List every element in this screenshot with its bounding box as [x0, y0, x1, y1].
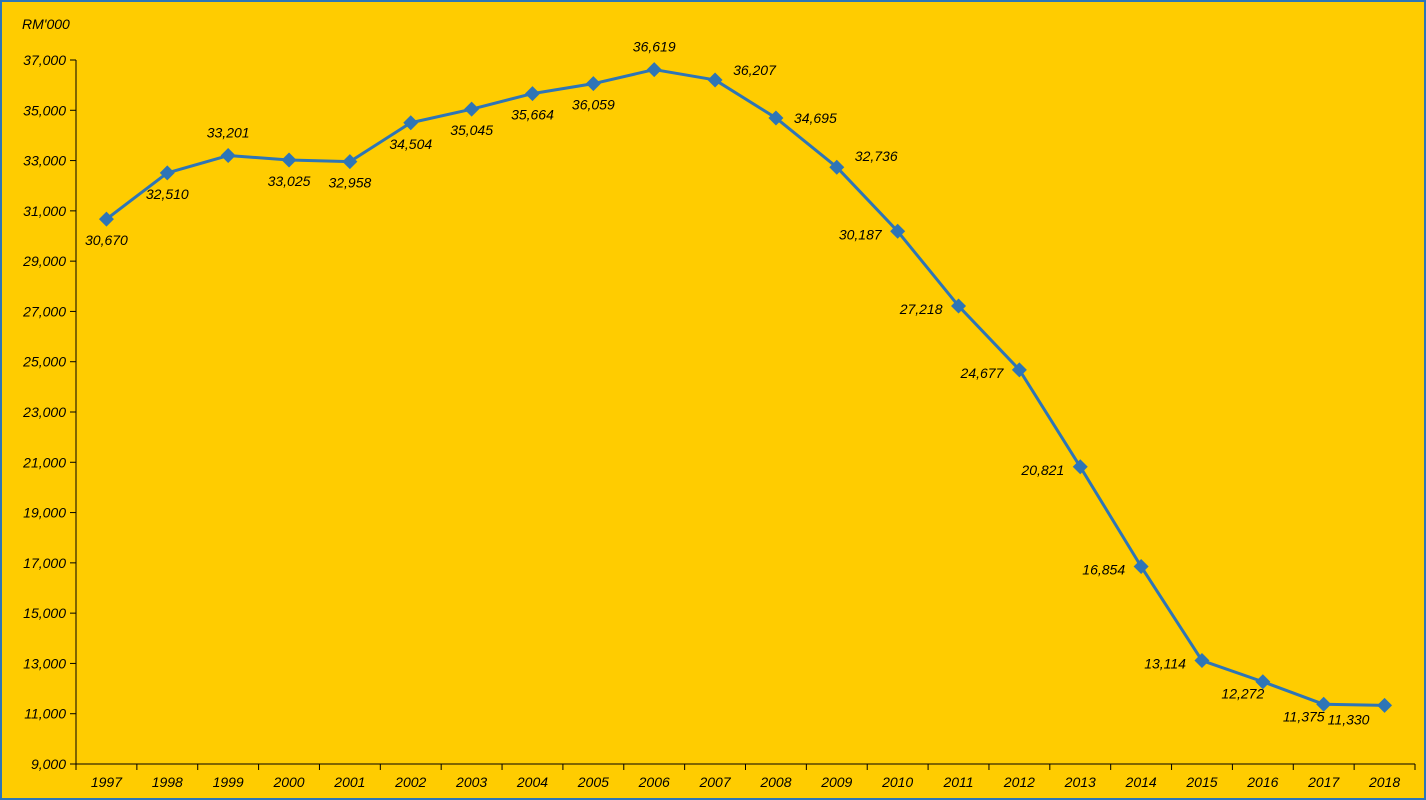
data-label: 27,218 — [899, 301, 943, 317]
x-tick-label: 2000 — [272, 774, 304, 790]
data-label: 12,272 — [1221, 686, 1264, 702]
data-label: 24,677 — [960, 365, 1005, 381]
data-point-marker — [342, 154, 358, 170]
data-point-marker — [1011, 362, 1027, 378]
x-tick-label: 2015 — [1185, 774, 1217, 790]
data-point-marker — [585, 76, 601, 92]
x-tick-label: 2003 — [455, 774, 487, 790]
y-tick-label: 31,000 — [23, 203, 66, 219]
data-label: 33,025 — [268, 173, 311, 189]
plot-area: 30,670 32,510 33,201 33,025 32,958 34,504 35,0… — [85, 39, 1393, 727]
data-point-marker — [464, 101, 480, 117]
data-point-marker — [829, 159, 845, 175]
y-tick-label: 33,000 — [23, 153, 66, 169]
y-tick-label: 35,000 — [23, 102, 66, 118]
y-tick-label: 19,000 — [23, 505, 66, 521]
x-tick-label: 2014 — [1125, 774, 1157, 790]
data-point-marker — [890, 223, 906, 239]
data-label: 20,821 — [1020, 462, 1064, 478]
data-point-marker — [159, 165, 175, 181]
axes: 9,000 11,000 13,000 15,000 17,000 19,000 21,00… — [22, 52, 1416, 790]
data-point-marker — [98, 211, 114, 227]
y-tick-label: 9,000 — [31, 756, 66, 772]
x-tick-label: 2018 — [1368, 774, 1400, 790]
data-point-marker — [220, 148, 236, 164]
x-tick-label: 2008 — [759, 774, 791, 790]
data-label: 34,504 — [389, 136, 432, 152]
x-tick-label: 2009 — [820, 774, 852, 790]
y-tick-label: 27,000 — [22, 303, 66, 319]
y-tick-label: 13,000 — [23, 655, 66, 671]
y-tick-label: 29,000 — [22, 253, 66, 269]
y-tick-label: 23,000 — [22, 404, 66, 420]
data-point-marker — [403, 115, 419, 131]
x-tick-label: 2017 — [1307, 774, 1340, 790]
y-tick-label: 21,000 — [22, 454, 66, 470]
x-tick-label: 2010 — [881, 774, 913, 790]
data-point-marker — [1072, 459, 1088, 475]
data-label: 36,059 — [572, 97, 615, 113]
data-label: 32,510 — [146, 186, 189, 202]
y-tick-label: 15,000 — [23, 605, 66, 621]
data-label: 30,187 — [839, 226, 883, 242]
y-tick-label: 25,000 — [22, 354, 66, 370]
x-tick-label: 2011 — [942, 774, 973, 790]
data-label: 35,045 — [450, 122, 493, 138]
x-tick-label: 2004 — [516, 774, 548, 790]
data-point-marker — [1255, 674, 1271, 690]
data-label: 32,736 — [855, 148, 898, 164]
data-point-marker — [1194, 653, 1210, 669]
x-tick-label: 1997 — [91, 774, 123, 790]
x-tick-label: 1999 — [213, 774, 244, 790]
data-point-marker — [1316, 696, 1332, 712]
x-tick-label: 2005 — [577, 774, 609, 790]
series-line — [105, 68, 1385, 707]
data-point-marker — [707, 72, 723, 88]
y-tick-label: 17,000 — [23, 555, 66, 571]
data-label: 36,207 — [733, 62, 777, 78]
y-tick-label: 11,000 — [24, 706, 66, 722]
data-label: 33,201 — [207, 125, 250, 141]
x-tick-label: 2002 — [394, 774, 426, 790]
data-label: 11,330 — [1328, 711, 1370, 727]
data-label: 13,114 — [1144, 656, 1186, 672]
data-point-marker — [524, 86, 540, 102]
data-point-marker — [1377, 697, 1393, 713]
x-tick-label: 2007 — [698, 774, 731, 790]
x-tick-label: 2001 — [333, 774, 365, 790]
data-label: 34,695 — [794, 110, 837, 126]
data-label: 16,854 — [1082, 562, 1125, 578]
y-axis-unit-label: RM'000 — [22, 16, 70, 32]
data-label: 36,619 — [633, 39, 676, 55]
data-label: 30,670 — [85, 232, 128, 248]
data-point-marker — [768, 110, 784, 126]
x-tick-label: 2006 — [638, 774, 670, 790]
data-point-marker — [281, 152, 297, 168]
data-point-marker — [951, 298, 967, 314]
data-point-marker — [1133, 559, 1149, 575]
data-label: 35,664 — [511, 107, 554, 123]
data-label: 32,958 — [328, 175, 371, 191]
x-tick-label: 2012 — [1003, 774, 1035, 790]
x-tick-label: 2016 — [1246, 774, 1278, 790]
x-tick-label: 2013 — [1064, 774, 1096, 790]
data-label: 11,375 — [1283, 708, 1325, 724]
x-tick-label: 1998 — [152, 774, 183, 790]
y-tick-label: 37,000 — [23, 52, 66, 68]
data-point-marker — [646, 62, 662, 78]
